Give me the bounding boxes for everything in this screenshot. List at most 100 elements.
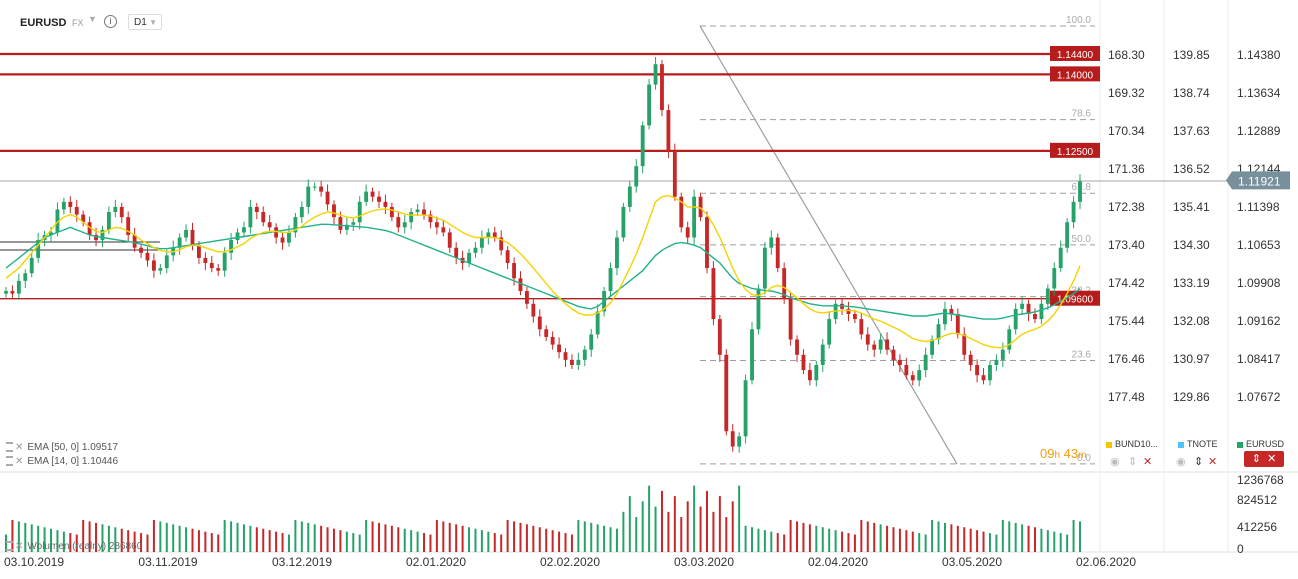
volume-bar <box>776 533 779 552</box>
eurusd-series-controls[interactable]: ⇕ ✕ <box>1244 451 1284 467</box>
candle-body <box>859 319 864 335</box>
indicator-volume[interactable]: ✕ Wolumen (realny) 286860 <box>6 541 142 552</box>
fib-level-label: 78.6 <box>1072 109 1092 120</box>
close-icon[interactable]: ✕ <box>15 442 24 453</box>
candle-body <box>640 125 645 167</box>
volume-bar <box>95 522 98 552</box>
volume-bar <box>127 530 130 552</box>
menu-icon[interactable] <box>6 456 13 467</box>
candle-body <box>287 232 291 243</box>
volume-bar <box>410 530 413 552</box>
menu-icon[interactable] <box>6 541 13 552</box>
level-label-bg <box>1050 142 1100 158</box>
volume-bar <box>255 527 258 552</box>
candle-body <box>274 227 279 238</box>
volume-bar <box>178 525 181 552</box>
candle-body <box>377 196 381 202</box>
volume-bar <box>982 531 985 552</box>
tnote-axis-label: 136.52 <box>1173 162 1210 176</box>
sort-icon[interactable]: ⇕ <box>1251 453 1261 465</box>
candle-body <box>447 232 452 248</box>
candle-body <box>750 329 754 381</box>
volume-bar <box>641 501 644 552</box>
volume-bar <box>1072 519 1075 552</box>
candle-body <box>338 217 343 230</box>
close-icon[interactable]: ✕ <box>1267 453 1277 465</box>
volume-bar <box>423 533 426 552</box>
volume-bar <box>931 519 934 552</box>
sort-icon[interactable]: ⇕ <box>1194 456 1204 468</box>
ticker-symbol[interactable]: EURUSD <box>20 17 67 29</box>
candle-body <box>151 260 156 271</box>
indicator-ema-50[interactable]: ✕ EMA [50, 0] 1.09517 <box>6 442 118 453</box>
candle-body <box>615 237 619 269</box>
candle-body <box>679 196 684 228</box>
x-tick-label: 03.11.2019 <box>138 555 197 569</box>
volume-bar <box>513 521 516 552</box>
candle-body <box>486 232 491 238</box>
eye-icon[interactable]: ◉ <box>1176 456 1186 468</box>
candle-body <box>582 349 587 360</box>
close-icon[interactable]: ✕ <box>15 456 24 467</box>
volume-bar <box>1079 521 1081 552</box>
indicator-ema-14[interactable]: ✕ EMA [14, 0] 1.10446 <box>6 456 118 467</box>
volume-bar <box>564 533 567 552</box>
volume-bar <box>738 485 741 552</box>
volume-bar <box>82 519 85 552</box>
eurusd-axis-label: 1.13634 <box>1237 86 1281 100</box>
menu-icon[interactable] <box>6 442 13 453</box>
eurusd-axis-label: 1.12889 <box>1237 124 1281 138</box>
chevron-down-icon[interactable]: ▼ <box>88 14 97 24</box>
candle-body <box>724 354 729 432</box>
volume-bar <box>56 530 59 552</box>
level-label: 1.09600 <box>1057 295 1094 306</box>
candle-body <box>164 255 169 269</box>
volume-bar <box>294 519 297 552</box>
volume-bar <box>43 527 46 552</box>
level-label-bg <box>1050 66 1100 82</box>
volume-bar <box>673 496 676 552</box>
candle-body <box>344 224 349 230</box>
close-icon[interactable]: ✕ <box>1208 456 1218 468</box>
volume-bar <box>442 521 445 552</box>
close-icon[interactable]: ✕ <box>15 541 24 552</box>
volume-bar <box>146 534 149 552</box>
volume-bar <box>615 528 618 552</box>
volume-bar <box>50 528 53 552</box>
volume-bar <box>808 524 811 552</box>
candle-body <box>885 339 889 350</box>
volume-bar <box>230 521 233 552</box>
x-tick-label: 02.01.2020 <box>406 555 466 569</box>
candle-body <box>563 352 568 360</box>
volume-bar <box>62 531 65 552</box>
eye-icon[interactable]: ◉ <box>1110 456 1120 468</box>
candle-body <box>222 252 227 271</box>
volume-bar <box>107 525 110 552</box>
volume-bar <box>821 527 824 552</box>
indicator-label: EMA [14, 0] 1.10446 <box>27 456 119 467</box>
candle-body <box>126 217 131 235</box>
volume-bar <box>384 524 387 552</box>
candle-body <box>762 247 767 289</box>
volume-bar <box>268 530 271 552</box>
level-label-bg <box>1050 45 1100 61</box>
candle-body <box>505 250 510 264</box>
close-icon[interactable]: ✕ <box>1143 456 1153 468</box>
candle-body <box>4 291 8 294</box>
volume-bar <box>262 528 265 552</box>
volume-bar <box>332 528 335 552</box>
candle-body <box>87 222 92 235</box>
volume-bar <box>69 533 72 552</box>
candle-body <box>923 354 928 371</box>
timeframe-select[interactable]: D1 ▼ <box>128 14 162 30</box>
info-icon[interactable]: i <box>104 15 117 28</box>
legend-bund: BUND10... <box>1106 439 1158 449</box>
fibonacci-retracement[interactable]: 100.078.661.850.038.223.60.0 <box>700 15 1095 465</box>
sort-icon[interactable]: ⇕ <box>1128 456 1138 468</box>
volume-bar <box>339 530 342 552</box>
timeframe-value: D1 <box>134 17 147 28</box>
volume-bar <box>956 525 959 552</box>
candle-body <box>518 278 523 292</box>
volume-bar <box>403 528 406 552</box>
